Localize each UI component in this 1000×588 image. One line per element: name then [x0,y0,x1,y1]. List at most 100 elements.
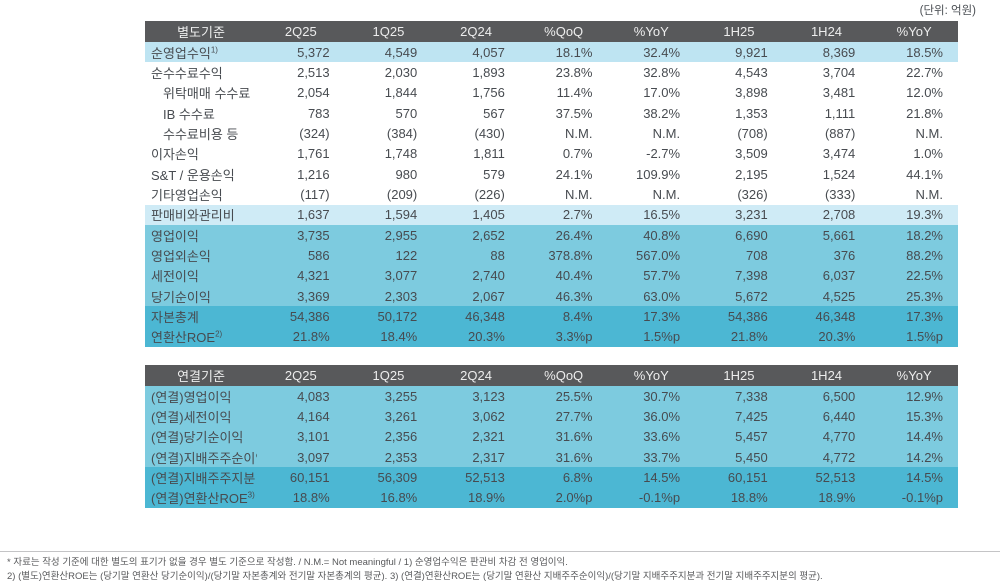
cell-value: 1,893 [472,64,505,80]
cell-value: 1,811 [473,146,505,162]
cell-value: (708) [737,125,768,141]
cell-value: 1.5%p [906,329,943,345]
cell-value: (226) [474,186,505,202]
cell-value: 1,761 [297,146,330,162]
cell-value: 376 [833,247,856,263]
table-row: 영업외손익 586 122 88 378.8% 567.0% 708 376 88.2% [145,245,958,266]
cell-value: 46,348 [815,308,856,324]
row-label-text: 당기순이익 [151,289,211,305]
cell-value: 18.5% [906,44,943,60]
cell-value: 20.3% [467,329,505,345]
cell-value: 6,690 [735,227,768,243]
cell-value: 37.5% [555,105,593,121]
cell-value: 18.4% [380,329,418,345]
cell-value: (209) [386,186,418,202]
cell-value: 25.3% [906,288,943,304]
cell-value: N.M. [915,125,943,141]
row-label-text: (연결)연환산ROE [151,491,248,507]
column-header: %YoY [870,21,958,42]
row-label: 판매비와관리비 [145,205,257,225]
cell-value: 8,369 [822,44,856,60]
table-row: (연결)세전이익 4,164 3,261 3,062 27.7% 36.0% 7,425 6,… [145,406,958,427]
cell-value: 36.0% [643,408,681,424]
cell-value: 2.7% [562,207,593,223]
cell-value: 3,481 [822,85,856,101]
cell-value: 5,661 [822,227,856,243]
table-row: (연결)지배주주순이익 3,097 2,353 2,317 31.6% 33.7% 5,45… [145,446,958,468]
separate-basis-table: 별도기준 2Q25 1Q25 2Q24 %QoQ %YoY 1H25 1H24 %YoY 순영업… [145,21,958,347]
table-row: (연결)연환산ROE3) 18.8% 16.8% 18.9% 2.0%p -0.1%p 18… [145,487,958,508]
row-label-text: 순수수료수익 [151,65,223,81]
cell-value: 980 [395,166,418,182]
column-header: 1H25 [695,365,783,386]
row-label: (연결)영업이익 [145,386,257,406]
column-header: 1Q25 [344,365,433,386]
cell-value: 32.8% [643,64,681,80]
row-label: (연결)세전이익 [145,406,257,426]
cell-value: 14.4% [906,429,943,445]
table-row: 세전이익 4,321 3,077 2,740 40.4% 57.7% 7,398 6,037 2… [145,265,958,286]
cell-value: (117) [300,186,330,202]
cell-value: 18.9% [818,490,856,506]
footnote-line: * 자료는 작성 기준에 대한 별도의 표기가 없을 경우 별도 기준으로 작성… [7,557,568,568]
cell-value: 783 [307,105,330,121]
cell-value: 12.0% [906,85,943,101]
row-label: 수수료비용 등 [145,123,257,143]
footnote-reference: 1) [210,45,218,55]
table-row: 당기순이익 3,369 2,303 2,067 46.3% 63.0% 5,672 4,525… [145,285,958,307]
row-label: (연결)연환산ROE3) [145,488,257,508]
cell-value: 16.8% [380,490,418,506]
row-label-text: 위탁매매 수수료 [163,86,251,102]
cell-value: 4,770 [822,429,856,445]
cell-value: 31.6% [555,429,593,445]
table-row: 순영업수익1) 5,372 4,549 4,057 18.1% 32.4% 9,921 8,3… [145,42,958,63]
cell-value: 7,398 [735,268,768,284]
cell-value: 2,652 [472,227,505,243]
cell-value: 57.7% [643,268,681,284]
cell-value: 2,030 [384,64,418,80]
row-label: 연환산ROE2) [145,327,257,347]
cell-value: 46,348 [465,308,505,324]
column-header: 2Q24 [432,21,520,42]
cell-value: (326) [737,186,768,202]
cell-value: 16.5% [643,207,681,223]
cell-value: 708 [745,247,768,263]
footnote-divider [0,551,1000,552]
column-header: 1Q25 [344,21,433,42]
cell-value: 3,231 [735,207,768,223]
cell-value: 4,772 [822,449,856,465]
row-label-text: 연환산ROE [151,330,216,346]
table-header-row: 연결기준 2Q25 1Q25 2Q24 %QoQ %YoY 1H25 1H24 %YoY [145,365,958,386]
cell-value: N.M. [565,125,593,141]
row-label: 이자손익 [145,144,257,164]
cell-value: 38.2% [643,105,681,121]
row-label-text: 기타영업손익 [151,187,223,203]
cell-value: 14.5% [906,469,943,485]
row-label-text: (연결)당기순이익 [151,430,244,446]
cell-value: 14.5% [643,469,681,485]
cell-value: 17.0% [643,85,681,101]
cell-value: 60,151 [289,469,330,485]
cell-value: 54,386 [289,308,330,324]
cell-value: 18.2% [906,227,943,243]
cell-value: 1,594 [384,207,418,223]
cell-value: 33.7% [643,449,681,465]
separate-basis-table-section: 별도기준 2Q25 1Q25 2Q24 %QoQ %YoY 1H25 1H24 %YoY 순영업… [145,21,958,347]
consolidated-basis-table: 연결기준 2Q25 1Q25 2Q24 %QoQ %YoY 1H25 1H24 %YoY (연결… [145,365,958,508]
cell-value: 3,704 [822,64,856,80]
cell-value: 6.8% [562,469,593,485]
cell-value: (324) [299,125,330,141]
row-label: (연결)당기순이익 [145,427,257,447]
column-header: %YoY [607,21,696,42]
footnote-reference: 2) [215,329,223,339]
cell-value: 3,735 [297,227,330,243]
row-label: 영업이익 [145,225,257,245]
cell-value: 21.8% [730,329,768,345]
cell-value: 18.8% [730,490,768,506]
row-label-text: 영업외손익 [151,248,211,264]
cell-value: 1,756 [472,85,505,101]
table-row: 수수료비용 등 (324) (384) (430) N.M. N.M. (708) (887)… [145,123,958,144]
cell-value: 54,386 [727,308,768,324]
column-header: 1H24 [782,365,871,386]
cell-value: 56,309 [377,469,418,485]
